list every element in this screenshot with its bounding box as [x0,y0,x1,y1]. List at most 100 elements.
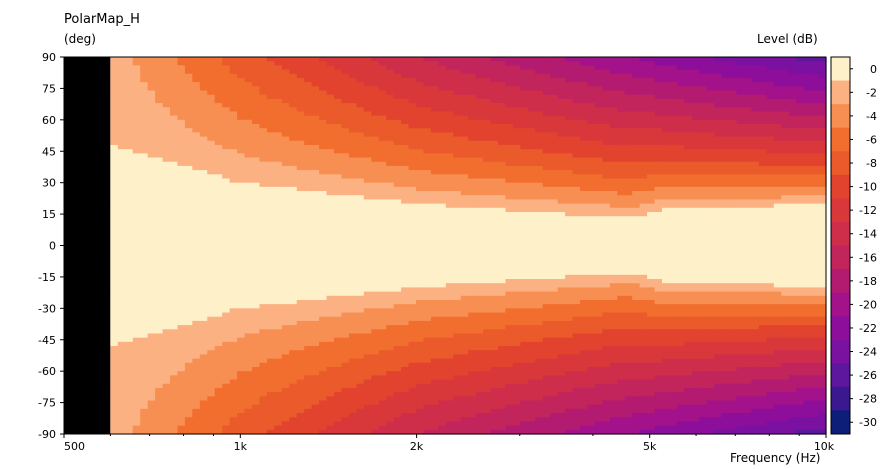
heatmap-cell [408,107,417,113]
heatmap-cell [237,237,246,242]
heatmap-cell [371,283,380,288]
heatmap-cell [378,291,387,297]
heatmap-cell [475,144,484,150]
heatmap-cell [110,61,119,66]
heatmap-cell [214,366,223,372]
heatmap-cell [505,287,514,293]
heatmap-cell [498,211,507,217]
heatmap-cell [252,366,261,372]
heatmap-cell [363,98,372,104]
heatmap-cell [274,366,283,372]
heatmap-cell [438,429,447,435]
heatmap-cell [229,98,238,104]
heatmap-cell [155,195,164,201]
heatmap-cell [259,417,268,423]
heatmap-cell [423,94,432,100]
heatmap-cell [214,73,223,79]
heatmap-cell [147,413,156,418]
heatmap-cell [371,249,380,255]
heatmap-cell [416,119,425,125]
heatmap-cell [222,77,231,83]
heatmap-cell [214,136,223,142]
heatmap-cell [266,249,275,255]
heatmap-cell [214,195,223,201]
heatmap-cell [453,358,462,364]
heatmap-cell [348,421,357,427]
heatmap-cell [490,396,499,402]
heatmap-cell [356,98,365,104]
heatmap-cell [423,195,432,201]
heatmap-cell [199,316,208,322]
heatmap-cell [266,144,275,150]
heatmap-cell [348,274,357,280]
heatmap-cell [274,312,283,318]
heatmap-cell [326,115,335,121]
heatmap-cell [490,174,499,180]
heatmap-cell [296,346,305,351]
heatmap-cell [244,392,253,397]
heatmap-cell [490,107,499,113]
heatmap-cell [468,417,477,423]
heatmap-cell [408,354,417,360]
heatmap-cell [192,103,201,108]
heatmap-cell [311,90,320,96]
heatmap-cell [237,308,246,314]
heatmap-cell [319,283,328,288]
heatmap-cell [296,375,305,381]
heatmap-cell [117,341,126,347]
heatmap-cell [341,253,350,259]
heatmap-cell [453,341,462,347]
heatmap-cell [453,366,462,372]
heatmap-cell [140,375,149,381]
heatmap-cell [222,312,231,318]
heatmap-cell [378,61,387,66]
heatmap-cell [371,308,380,314]
heatmap-cell [207,245,216,251]
heatmap-cell [363,375,372,381]
heatmap-cell [468,358,477,364]
heatmap-cell [483,157,492,163]
heatmap-cell [289,320,298,326]
heatmap-cell [386,241,395,247]
heatmap-cell [401,249,410,255]
heatmap-cell [192,379,201,385]
heatmap-cell [192,61,201,66]
heatmap-cell [125,258,134,263]
heatmap-cell [423,165,432,171]
heatmap-cell [237,220,246,226]
heatmap-cell [140,82,149,87]
heatmap-cell [117,387,126,393]
heatmap-cell [475,274,484,280]
heatmap-cell [371,65,380,71]
heatmap-cell [475,211,484,217]
heatmap-cell [192,228,201,234]
heatmap-cell [281,132,290,138]
heatmap-cell [512,107,521,113]
heatmap-cell [326,207,335,213]
heatmap-cell [423,379,432,385]
heatmap-cell [386,308,395,314]
heatmap-cell [155,266,164,272]
heatmap-cell [229,421,238,427]
heatmap-cell [490,383,499,389]
heatmap-cell [311,362,320,368]
heatmap-cell [281,107,290,113]
heatmap-cell [319,417,328,423]
heatmap-cell [266,245,275,251]
heatmap-cell [468,149,477,154]
heatmap-cell [416,182,425,188]
heatmap-cell [468,366,477,372]
heatmap-cell [468,191,477,196]
heatmap-cell [363,400,372,406]
heatmap-cell [259,61,268,66]
heatmap-cell [170,325,179,330]
heatmap-cell [281,195,290,201]
heatmap-cell [296,107,305,113]
heatmap-cell [475,103,484,108]
heatmap-cell [110,421,119,427]
heatmap-cell [453,354,462,360]
heatmap-cell [430,178,439,184]
heatmap-cell [341,421,350,427]
heatmap-cell [319,392,328,397]
heatmap-cell [199,337,208,343]
